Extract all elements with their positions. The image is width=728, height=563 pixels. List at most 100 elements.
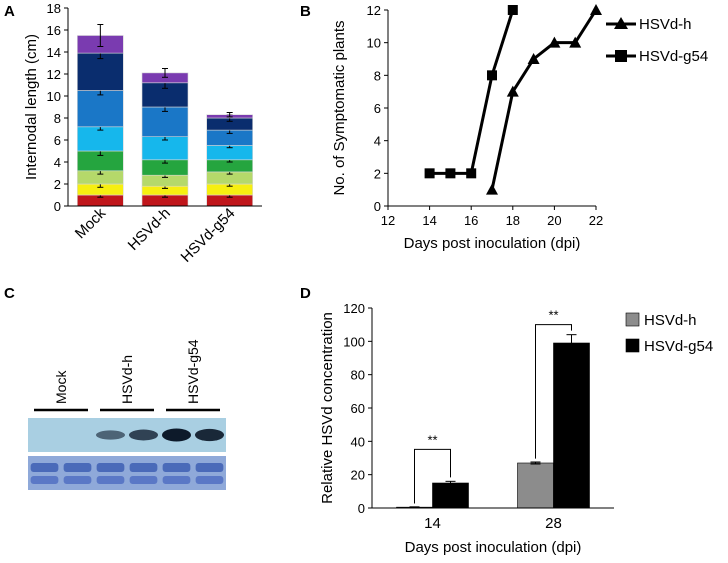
- rrna-band-upper-lane-1: [30, 463, 59, 472]
- y-tick-label-10: 10: [47, 89, 61, 104]
- y-tick-label-16: 16: [47, 23, 61, 38]
- point-hsvd-g54-15: [445, 168, 456, 179]
- point-hsvd-h-21: [569, 36, 582, 48]
- y-tick-label-6: 6: [374, 101, 381, 116]
- loading-control-gel: [28, 456, 226, 490]
- rrna-band-lower-lane-3: [96, 476, 125, 484]
- panel-d-bar-chart: ** 14 ** 28 0 20 40 60 80 100 120 Days post inocula…: [319, 301, 713, 556]
- panel-b-line-chart: 0 2 4 6 8 10 12 12 14 16 18 20 22 Days post inoculati…: [331, 3, 708, 252]
- panel-c-letter: C: [4, 285, 15, 302]
- panel-a-letter: A: [4, 3, 15, 20]
- y-tick-label-60: 60: [351, 401, 365, 416]
- y-tick-label-0: 0: [358, 501, 365, 516]
- legend-label-hsvd-g54: HSVd-g54: [644, 338, 713, 355]
- panel-b-letter: B: [300, 3, 311, 20]
- point-hsvd-g54-17: [487, 70, 497, 81]
- legend-swatch-hsvd-g54: [625, 338, 640, 353]
- y-tick-label-40: 40: [351, 434, 365, 449]
- point-hsvd-h-22: [590, 4, 602, 15]
- lane-group-label-mock: Mock: [53, 370, 69, 404]
- y-tick-label-18: 18: [47, 1, 61, 16]
- legend-label-hsvd-h: HSVd-h: [639, 16, 692, 33]
- bar-segment-mock-5: [77, 126, 124, 152]
- x-tick-label-18: 18: [506, 213, 520, 228]
- y-tick-label-12: 12: [47, 67, 61, 82]
- y-tick-label-20: 20: [351, 468, 365, 483]
- y-tick-label-0: 0: [374, 199, 381, 214]
- rrna-band-upper-lane-4: [129, 463, 158, 472]
- y-axis-title: Internodal length (cm): [23, 34, 40, 180]
- x-tick-label-12: 12: [381, 213, 395, 228]
- significance-label-28: **: [548, 308, 558, 323]
- blot-membrane: [28, 418, 226, 452]
- x-tick-label-hsvd-h: HSVd-h: [125, 205, 174, 254]
- bar-segment-hsvd-h-6: [141, 106, 189, 138]
- panel-a-stacked-bar-chart: Mock HSVd-h HSVd-g54 0 2 4 6 8 10 12 14 16 18 Interno…: [23, 1, 262, 266]
- panel-d-letter: D: [300, 285, 311, 302]
- y-tick-label-8: 8: [374, 68, 381, 83]
- panel-c-northern-blot: Mock HSVd-h HSVd-g54: [28, 339, 226, 490]
- rrna-band-lower-lane-6: [195, 476, 224, 484]
- significance-bracket-14: [414, 448, 451, 504]
- y-tick-label-12: 12: [367, 3, 381, 18]
- significance-bracket-28: [535, 324, 572, 459]
- series-line-hsvd-h: [490, 9, 598, 190]
- rrna-band-lower-lane-5: [162, 476, 191, 484]
- y-tick-label-120: 120: [343, 301, 365, 316]
- bar-hsvd-g54-28: [553, 342, 590, 509]
- rrna-band-upper-lane-5: [162, 463, 191, 472]
- bar-hsvd-h-28: [517, 462, 554, 509]
- rrna-band-upper-lane-6: [195, 463, 224, 472]
- legend-label-hsvd-g54: HSVd-g54: [639, 48, 708, 65]
- y-axis-title: No. of Symptomatic plants: [331, 20, 348, 195]
- x-tick-label-22: 22: [589, 213, 603, 228]
- lane-group-label-hsvd-g54: HSVd-g54: [185, 339, 201, 404]
- x-axis-title: Days post inoculation (dpi): [405, 539, 582, 556]
- x-tick-label-14: 14: [422, 213, 436, 228]
- hybridization-band-lane-6: [194, 428, 225, 442]
- hybridization-band-lane-4: [128, 429, 159, 441]
- y-tick-label-4: 4: [54, 155, 61, 170]
- rrna-band-lower-lane-4: [129, 476, 158, 484]
- legend-label-hsvd-h: HSVd-h: [644, 312, 697, 329]
- x-tick-label-mock: Mock: [72, 204, 110, 242]
- x-tick-label-14: 14: [424, 515, 441, 532]
- point-hsvd-g54-14: [424, 168, 435, 179]
- legend-marker-hsvd-h: [614, 17, 628, 29]
- rrna-band-upper-lane-3: [96, 463, 125, 472]
- x-tick-label-hsvd-g54: HSVd-g54: [178, 205, 239, 266]
- x-tick-label-16: 16: [464, 213, 478, 228]
- bar-segment-mock-6: [77, 90, 124, 128]
- significance-label-14: **: [427, 432, 437, 447]
- rrna-band-lower-lane-1: [30, 476, 59, 484]
- x-tick-label-28: 28: [545, 515, 562, 532]
- rrna-band-upper-lane-2: [63, 463, 92, 472]
- y-tick-label-80: 80: [351, 368, 365, 383]
- hybridization-band-lane-3: [95, 430, 126, 440]
- y-tick-label-14: 14: [47, 45, 61, 60]
- point-hsvd-g54-16: [466, 168, 477, 179]
- point-hsvd-h-20: [548, 36, 561, 48]
- x-axis-title: Days post inoculation (dpi): [404, 235, 581, 252]
- y-tick-label-10: 10: [367, 36, 381, 51]
- y-tick-label-4: 4: [374, 134, 381, 149]
- y-tick-label-2: 2: [54, 177, 61, 192]
- bar-hsvd-g54-14: [432, 482, 469, 509]
- hybridization-band-lane-5: [161, 428, 192, 442]
- y-tick-label-6: 6: [54, 133, 61, 148]
- y-tick-label-2: 2: [374, 166, 381, 181]
- point-hsvd-h-17: [486, 183, 498, 195]
- legend-marker-hsvd-g54: [615, 50, 627, 62]
- lane-group-label-hsvd-h: HSVd-h: [119, 355, 135, 404]
- y-axis-title: Relative HSVd concentration: [319, 312, 336, 504]
- y-tick-label-100: 100: [343, 334, 365, 349]
- legend-swatch-hsvd-h: [625, 312, 640, 327]
- bar-segment-mock-7: [77, 52, 124, 91]
- rrna-band-lower-lane-2: [63, 476, 92, 484]
- point-hsvd-h-18: [506, 85, 519, 97]
- point-hsvd-h-19: [527, 53, 540, 64]
- x-tick-label-20: 20: [547, 213, 561, 228]
- point-hsvd-g54-18: [507, 5, 518, 15]
- y-tick-label-8: 8: [54, 111, 61, 126]
